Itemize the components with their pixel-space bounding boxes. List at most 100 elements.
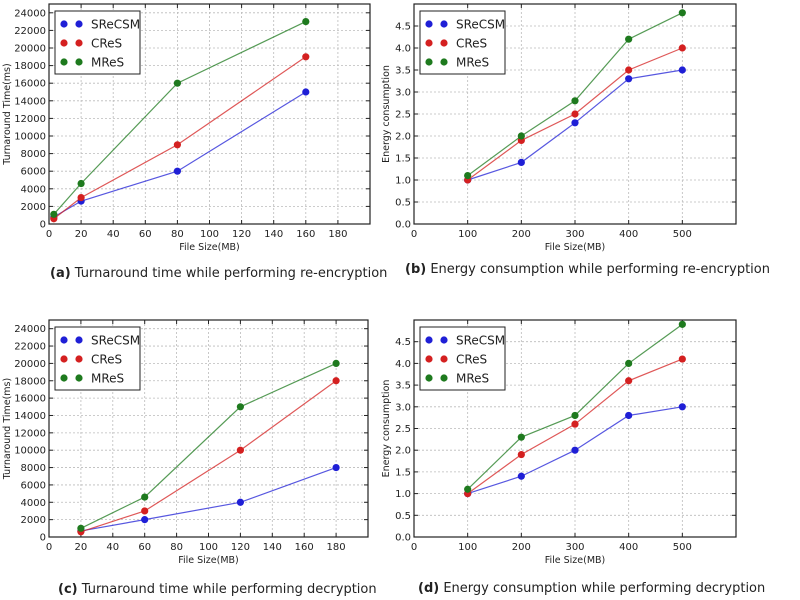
legend-label: CReS (91, 37, 122, 51)
x-tick-label: 100 (458, 542, 477, 553)
legend-box (419, 10, 506, 75)
legend-label: SReCSM (91, 334, 140, 348)
legend-marker (440, 374, 448, 382)
data-point (464, 172, 472, 180)
y-tick-label: 2.5 (395, 110, 411, 121)
legend-marker (75, 20, 83, 28)
data-point (625, 377, 633, 385)
y-tick-label: 0.5 (395, 198, 411, 209)
legend-marker (60, 20, 68, 28)
data-point (571, 446, 579, 454)
series-cres (50, 53, 310, 223)
caption-c: (c) Turnaround time while performing dec… (58, 582, 377, 597)
series-mres (77, 359, 340, 532)
y-tick-label: 2.0 (395, 446, 411, 457)
data-point (678, 66, 686, 74)
data-point (571, 97, 579, 105)
legend-label: SReCSM (91, 18, 140, 32)
y-tick-label: 12000 (14, 428, 46, 439)
data-point (302, 18, 310, 26)
data-point (517, 132, 525, 140)
y-tick-label: 1.0 (395, 176, 411, 187)
y-tick-label: 1.5 (395, 467, 411, 478)
y-tick-label: 2000 (21, 515, 46, 526)
data-point (571, 110, 579, 118)
data-point (571, 119, 579, 127)
x-tick-label: 500 (673, 542, 692, 553)
y-tick-label: 14000 (14, 96, 46, 107)
y-tick-label: 4000 (21, 498, 46, 509)
legend-marker (425, 374, 433, 382)
legend-box (54, 10, 141, 75)
data-point (678, 403, 686, 411)
legend-box (419, 326, 506, 391)
y-tick-label: 4000 (21, 184, 46, 195)
series-line (80, 466, 337, 532)
y-tick-label: 6000 (21, 167, 46, 178)
data-point (678, 320, 686, 328)
data-point (678, 44, 686, 52)
data-point (571, 411, 579, 420)
series-line (80, 362, 337, 529)
y-axis-label: Turnaround Time(ms) (2, 63, 13, 165)
data-point (625, 35, 633, 43)
data-point (625, 411, 633, 420)
x-tick-label: 160 (295, 542, 314, 553)
data-point (464, 485, 472, 493)
caption-a-label: (a) (50, 266, 71, 281)
y-tick-label: 16000 (14, 394, 46, 405)
y-tick-label: 0.0 (395, 220, 411, 231)
caption-a: (a) Turnaround time while performing re-… (50, 266, 387, 281)
x-axis-label: File Size(MB) (179, 242, 240, 253)
legend-marker (425, 20, 433, 28)
legend-label: MReS (91, 56, 124, 70)
legend-marker (60, 355, 68, 363)
legend-label: MReS (456, 56, 489, 70)
chart-d: 0 100 200 300 400 500 0.0 0.5 1.0 1.5 2.0 2.5 3.0 3.5… (381, 319, 737, 566)
data-point (173, 79, 181, 87)
data-point (302, 53, 310, 61)
y-tick-label: 22000 (14, 342, 46, 353)
data-point (571, 420, 579, 428)
data-point (332, 377, 340, 385)
caption-b-label: (b) (405, 262, 427, 277)
chart-a: 0 20 40 60 80 100 120 140 160 180 0 2000 4000 6000 800… (2, 3, 371, 253)
legend-label: SReCSM (456, 18, 505, 32)
data-point (77, 179, 85, 188)
caption-d: (d) Energy consumption while performing … (418, 581, 765, 596)
data-point (141, 493, 149, 501)
series-srecsm (464, 66, 686, 184)
x-tick-label: 60 (139, 229, 152, 240)
x-tick-label: 0 (46, 229, 52, 240)
x-tick-label: 0 (46, 542, 52, 553)
caption-c-text: Turnaround time while performing decrypt… (81, 582, 377, 597)
y-tick-label: 12000 (14, 114, 46, 125)
x-tick-label: 140 (264, 229, 283, 240)
y-tick-label: 10000 (14, 132, 46, 143)
x-tick-label: 180 (327, 542, 346, 553)
y-tick-label: 20000 (14, 359, 46, 370)
y-tick-label: 24000 (14, 8, 46, 19)
data-point (625, 66, 633, 74)
legend-marker (440, 355, 448, 363)
series-line (53, 56, 307, 220)
series-mres (50, 18, 310, 218)
caption-a-text: Turnaround time while performing re-encr… (74, 266, 388, 281)
y-tick-label: 0.0 (395, 533, 411, 544)
x-tick-label: 40 (106, 542, 119, 553)
x-tick-label: 400 (619, 542, 638, 553)
legend-marker (60, 336, 68, 344)
legend-marker (440, 58, 448, 66)
y-tick-label: 10000 (14, 446, 46, 457)
y-tick-label: 0 (40, 533, 46, 544)
data-point (141, 507, 149, 515)
data-point (50, 210, 58, 218)
legend-marker (75, 355, 83, 363)
y-axis-label: Turnaround Time(ms) (2, 378, 13, 480)
data-point (625, 75, 633, 83)
y-tick-label: 20000 (14, 44, 46, 55)
x-tick-label: 300 (565, 229, 584, 240)
y-tick-label: 2000 (21, 202, 46, 213)
chart-c: 0 20 40 60 80 100 120 140 160 180 0 2000 4000 6000 800… (2, 319, 369, 566)
legend: SReCSM CReS MReS (419, 326, 506, 391)
